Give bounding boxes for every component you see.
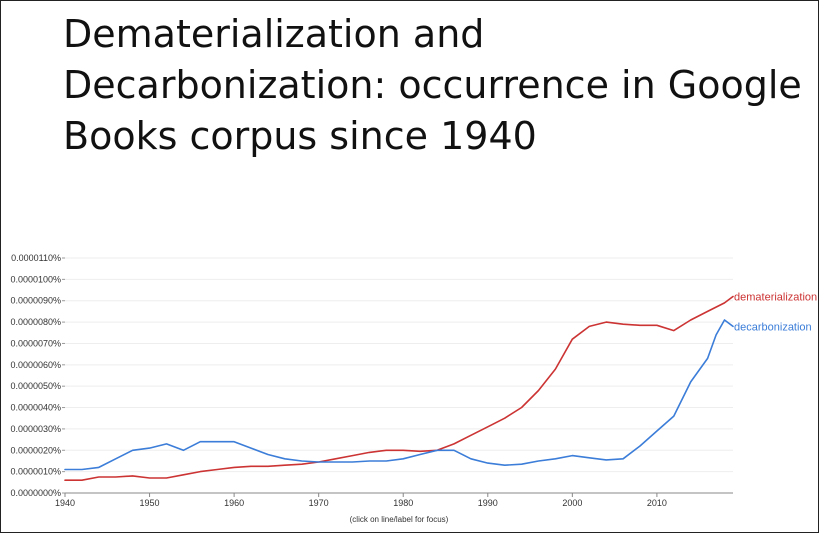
grid-lines xyxy=(65,257,733,473)
y-tick-label: 0.0000060% xyxy=(10,360,61,370)
y-tick-label: 0.0000110% xyxy=(11,253,61,263)
x-tick-label: 2000 xyxy=(562,498,582,508)
x-tick-label: 2010 xyxy=(647,498,667,508)
y-tick-label: 0.0000040% xyxy=(10,403,61,413)
x-tick-label: 1950 xyxy=(140,498,160,508)
y-tick-label: 0.0000080% xyxy=(10,317,61,327)
y-tick-label: 0.0000050% xyxy=(10,381,61,391)
x-tick-label: 1970 xyxy=(309,498,329,508)
ngram-line-chart[interactable]: 0.0000000% 0.0000010% 0.0000020% 0.0000030%… xyxy=(1,246,819,534)
slide-title: Dematerialization and Decarbonization: o… xyxy=(63,12,802,158)
x-tick-label: 1980 xyxy=(393,498,413,508)
x-tick-label: 1960 xyxy=(224,498,244,508)
series-line-dematerialization[interactable] xyxy=(64,295,734,481)
y-tick-label: 0.0000000% xyxy=(10,488,61,498)
y-tick-label: 0.0000100% xyxy=(10,274,61,284)
y-tick-label: 0.0000020% xyxy=(10,445,61,455)
axes xyxy=(62,257,733,497)
series-label-dematerialization[interactable]: dematerialization xyxy=(734,291,817,303)
y-tick-label: 0.0000090% xyxy=(10,296,61,306)
x-tick-label: 1940 xyxy=(55,498,75,508)
series-labels[interactable]: dematerialization decarbonization xyxy=(734,291,817,333)
y-tick-label: 0.0000030% xyxy=(10,424,61,434)
x-tick-labels: 1940 1950 1960 1970 1980 1990 2000 2010 xyxy=(55,498,667,508)
focus-hint: (click on line/label for focus) xyxy=(350,515,449,524)
series-lines[interactable] xyxy=(64,295,734,481)
series-line-decarbonization[interactable] xyxy=(64,319,734,471)
x-tick-label: 1990 xyxy=(478,498,498,508)
y-tick-label: 0.0000010% xyxy=(10,467,61,477)
y-tick-label: 0.0000070% xyxy=(10,338,61,348)
series-label-decarbonization[interactable]: decarbonization xyxy=(734,321,812,333)
y-tick-labels: 0.0000000% 0.0000010% 0.0000020% 0.0000030%… xyxy=(10,253,61,498)
